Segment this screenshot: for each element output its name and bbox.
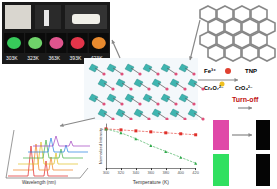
svg-text:Normalized Intensity: Normalized Intensity (98, 128, 103, 164)
svg-text:400: 400 (177, 170, 184, 175)
html-text:Turn-off: Turn-off (232, 96, 259, 103)
html-text:Cr₂O₇²⁻: Cr₂O₇²⁻ (204, 85, 224, 91)
html-text:Fe³⁺: Fe³⁺ (204, 68, 217, 74)
svg-text:Temperature (K): Temperature (K) (133, 179, 169, 185)
html-text:TNP: TNP (245, 68, 257, 74)
svg-text:420: 420 (192, 170, 199, 175)
svg-text:340: 340 (133, 170, 140, 175)
html-text:363K: 363K (48, 55, 61, 61)
svg-text:380: 380 (162, 170, 169, 175)
html-text:CrO₄²⁻: CrO₄²⁻ (235, 85, 253, 91)
svg-text:300: 300 (103, 170, 110, 175)
html-text:Wavelength (nm): Wavelength (nm) (22, 180, 57, 185)
html-text:423K: 423K (90, 55, 103, 61)
svg-text:320: 320 (118, 170, 125, 175)
html-text:303K: 303K (6, 55, 18, 61)
html-text:323K: 323K (27, 55, 39, 61)
html-text:393K: 393K (69, 55, 82, 61)
svg-text:360: 360 (147, 170, 154, 175)
